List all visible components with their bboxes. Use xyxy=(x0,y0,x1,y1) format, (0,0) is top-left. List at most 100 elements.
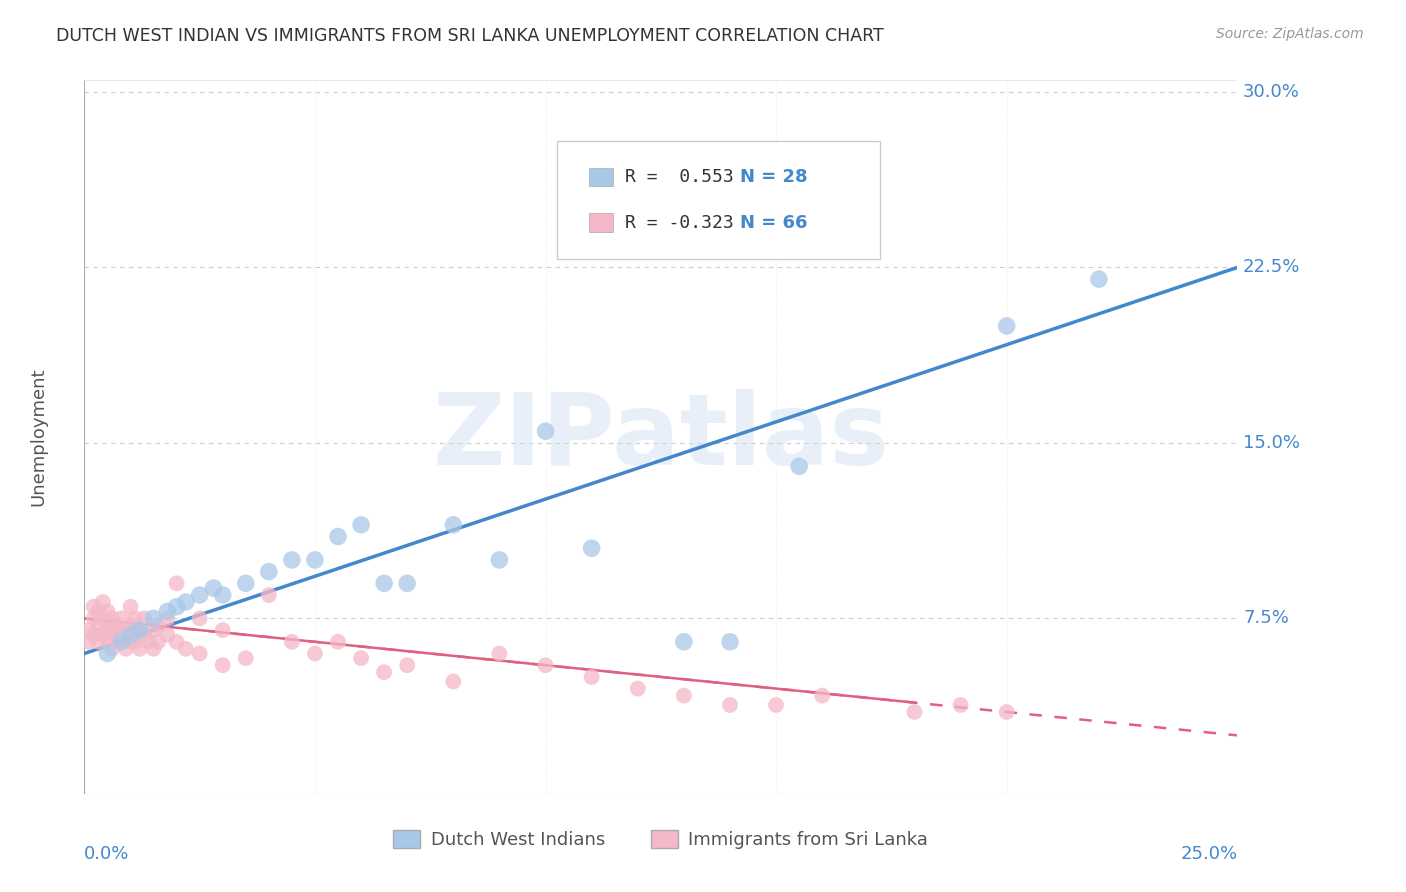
Text: 7.5%: 7.5% xyxy=(1243,609,1289,627)
Legend: Dutch West Indians, Immigrants from Sri Lanka: Dutch West Indians, Immigrants from Sri … xyxy=(387,822,935,856)
Point xyxy=(96,604,118,618)
Text: DUTCH WEST INDIAN VS IMMIGRANTS FROM SRI LANKA UNEMPLOYMENT CORRELATION CHART: DUTCH WEST INDIAN VS IMMIGRANTS FROM SRI… xyxy=(56,27,884,45)
Point xyxy=(101,641,124,656)
Point xyxy=(134,628,156,642)
Text: R = -0.323: R = -0.323 xyxy=(624,213,734,232)
Point xyxy=(373,665,395,680)
Point xyxy=(101,611,124,625)
Text: ZIPatlas: ZIPatlas xyxy=(433,389,889,485)
Point xyxy=(77,623,100,637)
Point xyxy=(96,623,118,637)
Point xyxy=(96,647,118,661)
Point xyxy=(124,635,146,649)
Point xyxy=(235,576,257,591)
FancyBboxPatch shape xyxy=(557,141,880,259)
Point xyxy=(396,658,419,673)
Point xyxy=(281,635,304,649)
Point xyxy=(441,674,464,689)
Point xyxy=(257,588,280,602)
Point xyxy=(87,618,110,632)
Point xyxy=(304,553,326,567)
Point xyxy=(787,459,810,474)
Point xyxy=(581,670,603,684)
Point xyxy=(166,635,188,649)
Point xyxy=(581,541,603,556)
Point xyxy=(83,628,105,642)
Point xyxy=(96,635,118,649)
Point xyxy=(534,424,557,438)
Text: R =  0.553: R = 0.553 xyxy=(624,168,734,186)
Point xyxy=(101,623,124,637)
Text: 0.0%: 0.0% xyxy=(84,846,129,863)
Text: 15.0%: 15.0% xyxy=(1243,434,1301,452)
Point xyxy=(257,565,280,579)
Point xyxy=(124,611,146,625)
Point xyxy=(350,651,373,665)
Point xyxy=(142,611,165,625)
Point xyxy=(350,517,373,532)
Point xyxy=(281,553,304,567)
Point xyxy=(156,604,179,618)
Point xyxy=(188,647,211,661)
Point xyxy=(166,599,188,614)
Point xyxy=(188,611,211,625)
Point xyxy=(811,689,834,703)
Text: N = 66: N = 66 xyxy=(740,213,807,232)
Point xyxy=(83,611,105,625)
Point xyxy=(672,689,695,703)
Point xyxy=(174,641,197,656)
Point xyxy=(211,658,233,673)
Point xyxy=(156,611,179,625)
Point xyxy=(488,553,510,567)
Point xyxy=(534,658,557,673)
Text: 22.5%: 22.5% xyxy=(1243,259,1301,277)
Text: N = 28: N = 28 xyxy=(740,168,807,186)
Point xyxy=(995,705,1018,719)
Point xyxy=(128,623,150,637)
Point xyxy=(949,698,972,712)
Point xyxy=(304,647,326,661)
Point xyxy=(142,641,165,656)
Point xyxy=(128,623,150,637)
Point xyxy=(77,635,100,649)
Point xyxy=(110,628,132,642)
Point xyxy=(211,623,233,637)
Point xyxy=(105,635,128,649)
Point xyxy=(120,618,142,632)
Point xyxy=(142,623,165,637)
Point xyxy=(115,623,138,637)
Point xyxy=(91,611,114,625)
Point xyxy=(134,611,156,625)
Point xyxy=(156,628,179,642)
Point xyxy=(83,599,105,614)
Point xyxy=(110,635,132,649)
FancyBboxPatch shape xyxy=(589,168,613,186)
Text: 30.0%: 30.0% xyxy=(1243,83,1301,101)
Point xyxy=(488,647,510,661)
Point xyxy=(87,604,110,618)
Point xyxy=(120,599,142,614)
Point xyxy=(441,517,464,532)
Point xyxy=(202,581,225,595)
Point xyxy=(718,635,741,649)
Point xyxy=(91,595,114,609)
Point xyxy=(765,698,787,712)
Point xyxy=(120,628,142,642)
Point xyxy=(128,641,150,656)
Point xyxy=(1088,272,1111,286)
FancyBboxPatch shape xyxy=(589,213,613,232)
Point xyxy=(627,681,650,696)
Point xyxy=(87,635,110,649)
Point xyxy=(235,651,257,665)
Point xyxy=(146,635,169,649)
Text: 25.0%: 25.0% xyxy=(1180,846,1237,863)
Point xyxy=(91,628,114,642)
Point xyxy=(115,641,138,656)
Point xyxy=(146,618,169,632)
Text: Source: ZipAtlas.com: Source: ZipAtlas.com xyxy=(1216,27,1364,41)
Point xyxy=(373,576,395,591)
Point xyxy=(211,588,233,602)
Point xyxy=(110,611,132,625)
Point xyxy=(138,635,160,649)
Point xyxy=(672,635,695,649)
